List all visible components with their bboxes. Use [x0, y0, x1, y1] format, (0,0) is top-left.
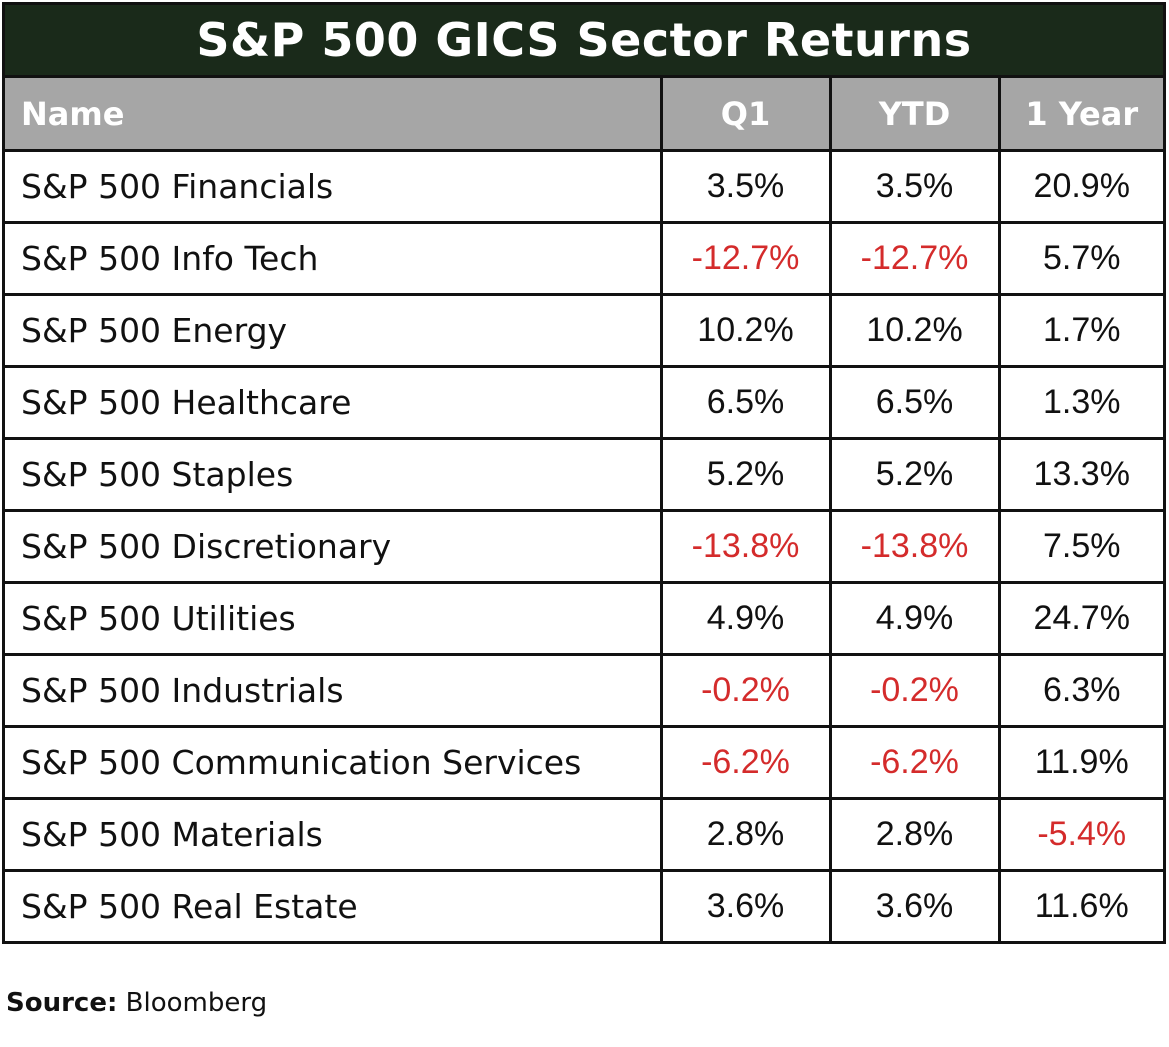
one-year-cell: 24.7% [999, 582, 1163, 656]
ytd-cell: 3.5% [830, 150, 1001, 224]
sector-name-cell: S&P 500 Financials [5, 150, 663, 224]
one-year-cell: 13.3% [999, 438, 1163, 512]
table-row: S&P 500 Discretionary -13.8% -13.8% 7.5% [5, 510, 1163, 584]
ytd-cell: -0.2% [830, 654, 1001, 728]
column-header-q1: Q1 [661, 78, 832, 152]
ytd-cell: 3.6% [830, 870, 1001, 941]
q1-cell: -13.8% [661, 510, 832, 584]
one-year-cell: 7.5% [999, 510, 1163, 584]
table-row: S&P 500 Info Tech -12.7% -12.7% 5.7% [5, 222, 1163, 296]
table-row: S&P 500 Materials 2.8% 2.8% -5.4% [5, 798, 1163, 872]
sector-name-cell: S&P 500 Staples [5, 438, 663, 512]
sector-name-cell: S&P 500 Discretionary [5, 510, 663, 584]
one-year-cell: 1.7% [999, 294, 1163, 368]
table-row: S&P 500 Communication Services -6.2% -6.… [5, 726, 1163, 800]
sector-name-cell: S&P 500 Utilities [5, 582, 663, 656]
table-row: S&P 500 Financials 3.5% 3.5% 20.9% [5, 150, 1163, 224]
sector-name-cell: S&P 500 Industrials [5, 654, 663, 728]
q1-cell: -12.7% [661, 222, 832, 296]
column-header-name: Name [5, 78, 663, 152]
sector-name-cell: S&P 500 Healthcare [5, 366, 663, 440]
one-year-cell: 20.9% [999, 150, 1163, 224]
one-year-cell: 5.7% [999, 222, 1163, 296]
q1-cell: 4.9% [661, 582, 832, 656]
sector-name-cell: S&P 500 Communication Services [5, 726, 663, 800]
source-label: Source: [6, 988, 118, 1018]
sector-name-cell: S&P 500 Info Tech [5, 222, 663, 296]
one-year-cell: 11.9% [999, 726, 1163, 800]
source-note: Source: Bloomberg [6, 988, 267, 1018]
column-header-1-year: 1 Year [999, 78, 1163, 152]
ytd-cell: -6.2% [830, 726, 1001, 800]
q1-cell: 5.2% [661, 438, 832, 512]
column-header-ytd: YTD [830, 78, 1001, 152]
one-year-cell: 11.6% [1034, 887, 1129, 925]
ytd-cell: 10.2% [830, 294, 1001, 368]
ytd-cell: 4.9% [830, 582, 1001, 656]
ytd-cell: -13.8% [830, 510, 1001, 584]
q1-cell: 6.5% [661, 366, 832, 440]
table-title: S&P 500 GICS Sector Returns [5, 5, 1163, 78]
q1-cell: -6.2% [661, 726, 832, 800]
header-row: Name Q1 YTD 1 Year [5, 78, 1163, 152]
ytd-cell: 5.2% [830, 438, 1001, 512]
table-row: S&P 500 Utilities 4.9% 4.9% 24.7% [5, 582, 1163, 656]
q1-cell: -0.2% [661, 654, 832, 728]
table-row: S&P 500 Real Estate 3.6% 3.6% 11.6% [5, 870, 1163, 941]
one-year-cell: -5.4% [999, 798, 1163, 872]
table-body: S&P 500 Financials 3.5% 3.5% 20.9% S&P 5… [5, 150, 1163, 941]
table-row: S&P 500 Healthcare 6.5% 6.5% 1.3% [5, 366, 1163, 440]
table-row: S&P 500 Staples 5.2% 5.2% 13.3% [5, 438, 1163, 512]
one-year-cell: 6.3% [999, 654, 1163, 728]
q1-cell: 3.5% [661, 150, 832, 224]
source-value: Bloomberg [125, 988, 268, 1018]
ytd-cell: -12.7% [830, 222, 1001, 296]
sector-name-cell: S&P 500 Real Estate [5, 870, 663, 941]
ytd-cell: 6.5% [830, 366, 1001, 440]
ytd-cell: 2.8% [830, 798, 1001, 872]
sector-name-cell: S&P 500 Energy [5, 294, 663, 368]
one-year-cell: 1.3% [999, 366, 1163, 440]
q1-cell: 10.2% [661, 294, 832, 368]
returns-grid: Name Q1 YTD 1 Year S&P 500 Financials 3.… [5, 78, 1163, 941]
q1-cell: 2.8% [661, 798, 832, 872]
table-row: S&P 500 Energy 10.2% 10.2% 1.7% [5, 294, 1163, 368]
q1-cell: 3.6% [661, 870, 832, 941]
sector-returns-table: S&P 500 GICS Sector Returns Name Q1 YTD … [2, 2, 1166, 944]
sector-name-cell: S&P 500 Materials [5, 798, 663, 872]
table-row: S&P 500 Industrials -0.2% -0.2% 6.3% [5, 654, 1163, 728]
